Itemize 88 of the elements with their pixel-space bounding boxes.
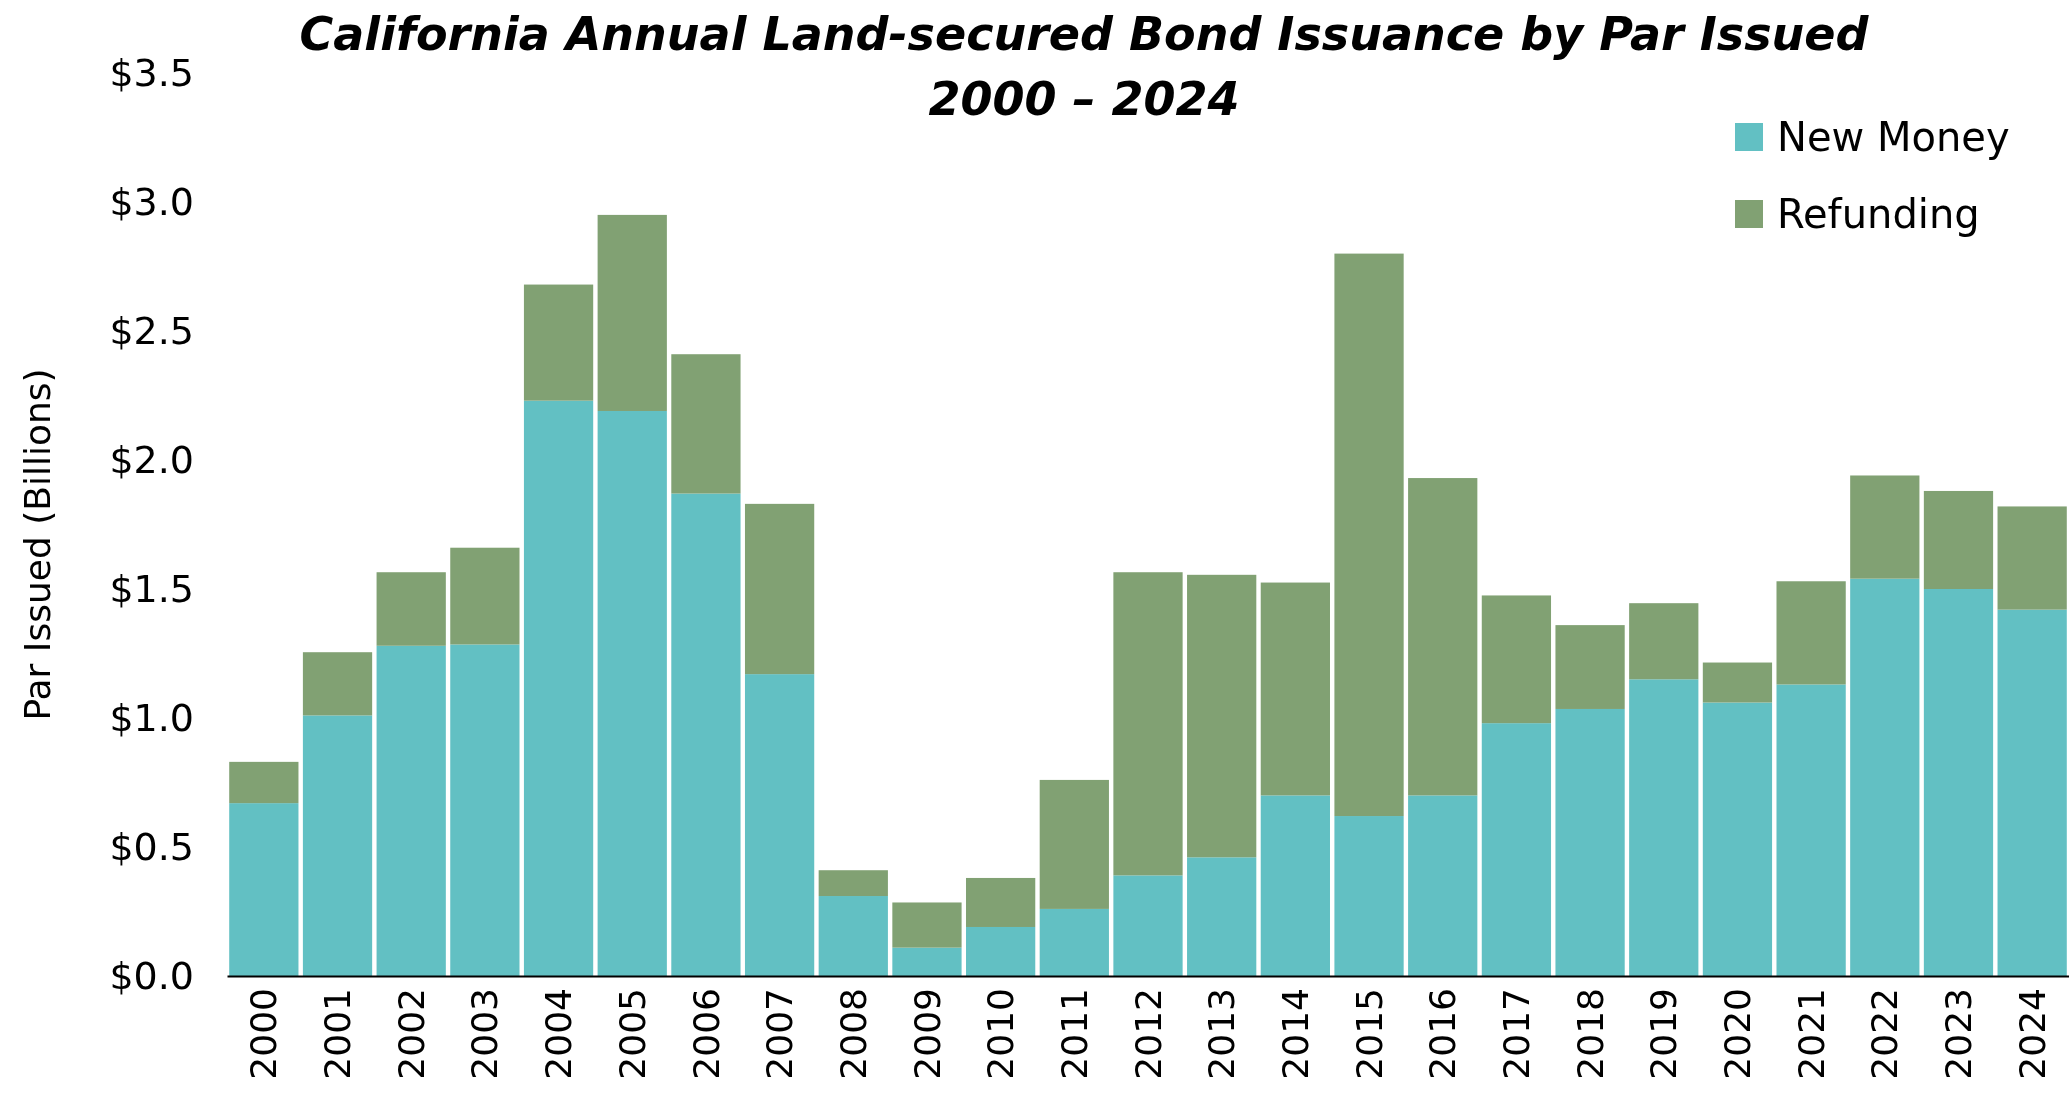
bar: [1408, 795, 1478, 976]
x-tick-label: 2022: [1864, 988, 1906, 1080]
bar: [1555, 625, 1625, 709]
bar: [1923, 589, 1994, 976]
x-tick-label: 2012: [1127, 988, 1169, 1080]
bar: [376, 572, 446, 646]
y-tick-label: $1.0: [109, 695, 194, 740]
y-tick-label: $3.0: [109, 179, 194, 224]
chart-subtitle: 2000 – 2024: [928, 72, 1240, 126]
bar: [1113, 875, 1183, 976]
x-tick-label: 2011: [1053, 988, 1095, 1080]
x-tick-label: 2005: [611, 988, 653, 1080]
x-tick-label: 2000: [243, 988, 285, 1080]
bar: [966, 926, 1036, 976]
y-tick-label: $2.5: [109, 308, 194, 353]
bar: [1997, 609, 2067, 976]
x-tick-label: 2015: [1348, 988, 1390, 1080]
bar: [744, 674, 815, 976]
bar: [450, 644, 520, 976]
bar: [1555, 708, 1625, 976]
y-tick-label: $2.0: [109, 437, 194, 482]
bar: [229, 803, 299, 976]
x-tick-label: 2024: [2011, 988, 2053, 1080]
bar: [1334, 253, 1404, 817]
bar: [1481, 723, 1552, 976]
x-tick-label: 2003: [464, 988, 506, 1080]
bar: [1776, 684, 1846, 976]
bar: [1702, 662, 1773, 703]
bar: [1997, 506, 2067, 610]
bar: [597, 410, 667, 976]
bar: [1923, 490, 1994, 589]
bar: [892, 902, 962, 948]
bar: [376, 645, 446, 976]
x-tick-label: 2019: [1643, 988, 1685, 1080]
bar: [1702, 702, 1773, 976]
bar: [1260, 795, 1330, 976]
x-tick-label: 2001: [317, 988, 359, 1080]
bar: [1408, 478, 1478, 796]
bar: [302, 652, 373, 716]
bar: [597, 214, 667, 411]
x-tick-label: 2016: [1422, 988, 1464, 1080]
bar: [1481, 595, 1552, 724]
x-tick-label: 2006: [685, 988, 727, 1080]
x-tick-label: 2007: [759, 988, 801, 1080]
y-tick-label: $0.0: [109, 953, 194, 998]
bar: [1850, 578, 1920, 976]
x-tick-label: 2002: [390, 988, 432, 1080]
y-tick-label: $0.5: [109, 824, 194, 869]
bar: [523, 284, 594, 401]
bar: [1629, 679, 1699, 976]
chart-title: California Annual Land-secured Bond Issuance by Par Issued: [299, 7, 1870, 61]
bar: [1334, 816, 1404, 976]
bar: [1039, 908, 1109, 976]
bar: [1187, 857, 1257, 976]
bar: [671, 354, 741, 494]
bar: [1776, 581, 1846, 685]
bar: [1113, 572, 1183, 876]
x-tick-label: 2023: [1938, 988, 1980, 1080]
bar: [1260, 582, 1330, 796]
bar: [1039, 779, 1109, 909]
x-tick-label: 2018: [1569, 988, 1611, 1080]
x-tick-label: 2004: [538, 988, 580, 1080]
bar: [966, 877, 1036, 927]
x-tick-label: 2020: [1717, 988, 1759, 1080]
x-tick-label: 2014: [1274, 988, 1316, 1080]
bar: [1850, 475, 1920, 579]
bar: [302, 715, 373, 976]
x-tick-label: 2009: [906, 988, 948, 1080]
y-axis-title: Par Issued (Billions): [17, 368, 58, 721]
x-tick-label: 2017: [1496, 988, 1537, 1080]
bar: [744, 503, 815, 675]
bar: [229, 761, 299, 804]
x-tick-label: 2013: [1201, 988, 1243, 1080]
bar: [818, 870, 888, 897]
bar: [892, 947, 962, 976]
bar: [818, 896, 888, 976]
bar: [1629, 603, 1699, 680]
x-tick-label: 2021: [1790, 988, 1832, 1080]
x-tick-label: 2010: [980, 988, 1022, 1080]
bar: [671, 493, 741, 976]
y-tick-label: $1.5: [109, 566, 194, 611]
bar: [1187, 574, 1257, 858]
x-tick-label: 2008: [832, 988, 874, 1080]
bar: [450, 547, 520, 645]
legend-label: New Money: [1777, 114, 2010, 160]
legend-label: Refunding: [1777, 191, 1980, 237]
bar: [523, 400, 594, 976]
y-tick-label: $3.5: [109, 50, 194, 95]
